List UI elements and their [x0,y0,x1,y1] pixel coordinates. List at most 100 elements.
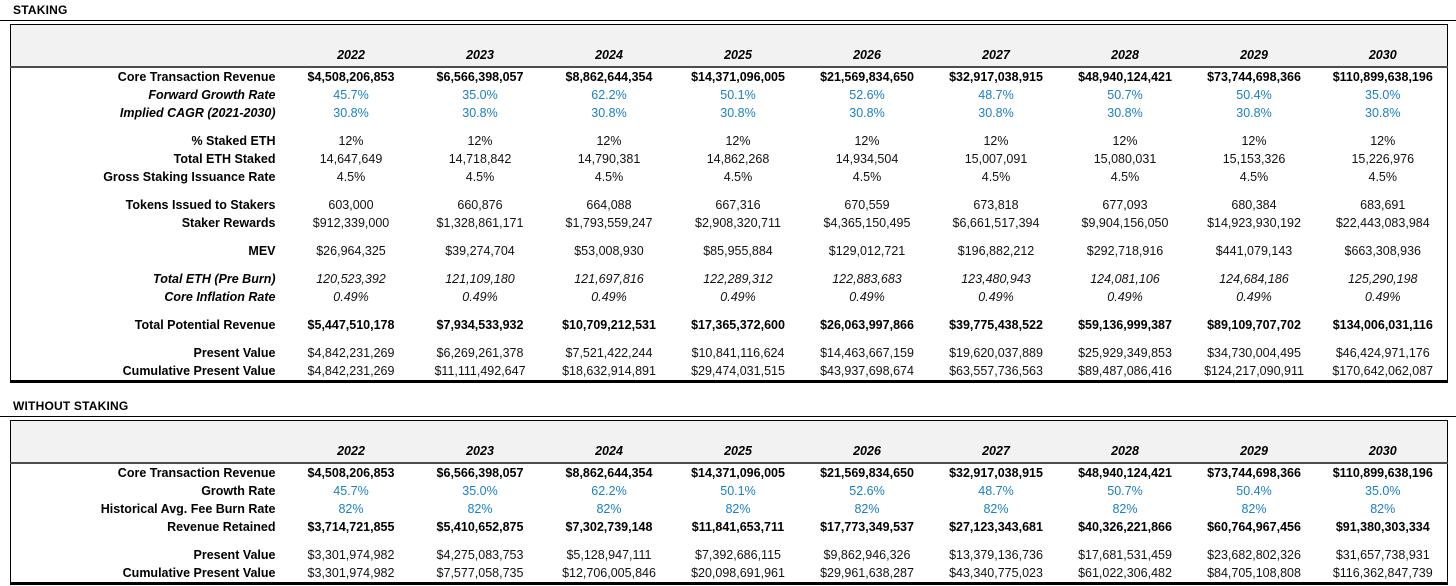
table-row: Cumulative Present Value $4,842,231,269 $1… [11,362,1448,382]
cell-value: 50.7% [1107,88,1143,102]
cell-value: 48.7% [978,88,1014,102]
cell-value: $20,098,691,961 [691,566,785,580]
cell-value: 45.7% [333,484,369,498]
table-row: Present Value $4,842,231,269 $6,269,261,37… [11,344,1448,362]
cell-value: 52.6% [849,484,885,498]
cell-value: $29,474,031,515 [691,364,785,378]
without-staking-table: 2022 2023 2024 2025 2026 2027 2028 2029 2030 Core… [10,420,1448,585]
spacer-row [11,186,1448,196]
row-label: Implied CAGR (2021-2030) [119,106,276,120]
cell-value: 0.49% [462,290,498,304]
cell-value: $48,940,124,421 [1078,70,1172,84]
cell-value: $5,128,947,111 [566,548,652,562]
cell-value: $61,022,306,482 [1078,566,1172,580]
header-label-blank [10,46,287,68]
cell-value: 82% [596,502,622,516]
cell-value: $1,328,861,171 [436,216,524,230]
cell-value: $5,447,510,178 [307,318,395,332]
cell-value: $10,841,116,624 [691,346,785,360]
cell-value: $7,302,739,148 [565,520,653,534]
cell-value: 14,647,649 [319,152,383,166]
cell-value: $4,275,083,753 [436,548,524,562]
cell-value: 14,934,504 [835,152,899,166]
spacer-cell [11,186,1448,196]
table-row: Cumulative Present Value $3,301,974,982 $7… [11,564,1448,584]
cell-value: $19,620,037,889 [949,346,1043,360]
cell-value: 0.49% [591,290,627,304]
cell-value: $63,557,736,563 [949,364,1043,378]
cell-value: 121,109,180 [445,272,515,286]
row-label: Forward Growth Rate [148,88,276,102]
cell-value: 12% [983,134,1009,148]
table-row: MEV $26,964,325 $39,274,704 $53,008,930 $85,… [11,242,1448,260]
year-header: 2026 [802,46,932,68]
cell-value: $14,923,930,192 [1207,216,1301,230]
staking-table: 2022 2023 2024 2025 2026 2027 2028 2029 2030 Core… [10,24,1448,383]
cell-value: 35.0% [1365,484,1401,498]
cell-value: $116,362,847,739 [1332,566,1433,580]
cell-value: 12% [1112,134,1138,148]
year-header: 2030 [1318,46,1448,68]
cell-value: 12% [725,134,751,148]
cell-value: 82% [1241,502,1267,516]
cell-value: 603,000 [328,198,374,212]
cell-value: 82% [1112,502,1138,516]
cell-value: $23,682,802,326 [1207,548,1301,562]
cell-value: 50.4% [1236,88,1272,102]
year-header: 2030 [1318,442,1448,464]
cell-value: 0.49% [978,290,1014,304]
section-without-staking: WITHOUT STAKING 2022 2023 2024 2025 2026 2027… [0,396,1456,585]
cell-value: 14,718,842 [448,152,512,166]
cell-value: 62.2% [591,88,627,102]
cell-value: 14,790,381 [577,152,641,166]
year-header: 2027 [931,442,1061,464]
cell-value: $110,899,638,196 [1332,466,1433,480]
cell-value: $32,917,038,915 [949,466,1043,480]
cell-value: 50.4% [1236,484,1272,498]
row-label: Total ETH Staked [173,152,276,166]
spacer-row [11,122,1448,132]
row-label: Total Potential Revenue [134,318,276,332]
cell-value: $292,718,916 [1086,244,1164,258]
year-header: 2022 [286,46,416,68]
cell-value: $21,569,834,650 [820,70,914,84]
cell-value: 122,289,312 [703,272,773,286]
without-staking-table-wrap: 2022 2023 2024 2025 2026 2027 2028 2029 2030 Core… [0,417,1456,585]
cell-value: 82% [1370,502,1396,516]
cell-value: 15,080,031 [1093,152,1157,166]
table-row: Total Potential Revenue $5,447,510,178 $7,… [11,316,1448,334]
cell-value: 48.7% [978,484,1014,498]
row-label: Present Value [193,548,276,562]
table-row: Total ETH Staked 14,647,649 14,718,842 14,7… [11,150,1448,168]
cell-value: 121,697,816 [574,272,644,286]
cell-value: 4.5% [723,170,753,184]
cell-value: $129,012,721 [828,244,906,258]
cell-value: 82% [854,502,880,516]
cell-value: $39,274,704 [445,244,515,258]
row-label: MEV [248,244,276,258]
cell-value: $4,508,206,853 [307,466,395,480]
spacer-row [11,334,1448,344]
cell-value: $1,793,559,247 [565,216,653,230]
year-header: 2025 [673,46,803,68]
cell-value: $912,339,000 [312,216,390,230]
table-row: % Staked ETH 12% 12% 12% 12% 12% 12% 12% 12% 12% [11,132,1448,150]
year-header: 2029 [1189,46,1319,68]
cell-value: $8,862,644,354 [565,70,653,84]
cell-value: 35.0% [462,484,498,498]
cell-value: 50.1% [720,484,756,498]
cell-value: 4.5% [852,170,882,184]
cell-value: 30.8% [591,106,627,120]
cell-value: $22,443,083,984 [1335,216,1430,230]
header-spacer [10,420,1448,442]
cell-value: $4,508,206,853 [307,70,395,84]
cell-value: $89,487,086,416 [1078,364,1172,378]
cell-value: $60,764,967,456 [1207,520,1301,534]
cell-value: 4.5% [981,170,1011,184]
cell-value: 673,818 [973,198,1019,212]
cell-value: $26,964,325 [316,244,386,258]
section-title-without-staking: WITHOUT STAKING [0,396,1456,417]
year-header: 2023 [415,46,545,68]
table-row: Core Transaction Revenue $4,508,206,853 $6… [11,67,1448,86]
cell-value: 123,480,943 [961,272,1031,286]
